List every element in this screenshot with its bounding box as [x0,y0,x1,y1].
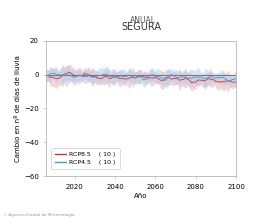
Text: ANUAL: ANUAL [130,16,156,25]
Text: © Agencia Estatal de Meteorología: © Agencia Estatal de Meteorología [3,213,74,217]
Title: SEGURA: SEGURA [121,22,161,32]
X-axis label: Año: Año [134,193,148,199]
Y-axis label: Cambio en nº de días de lluvia: Cambio en nº de días de lluvia [15,55,21,162]
Legend: RCP8.5    ( 10 ), RCP4.5    ( 10 ): RCP8.5 ( 10 ), RCP4.5 ( 10 ) [51,148,120,169]
